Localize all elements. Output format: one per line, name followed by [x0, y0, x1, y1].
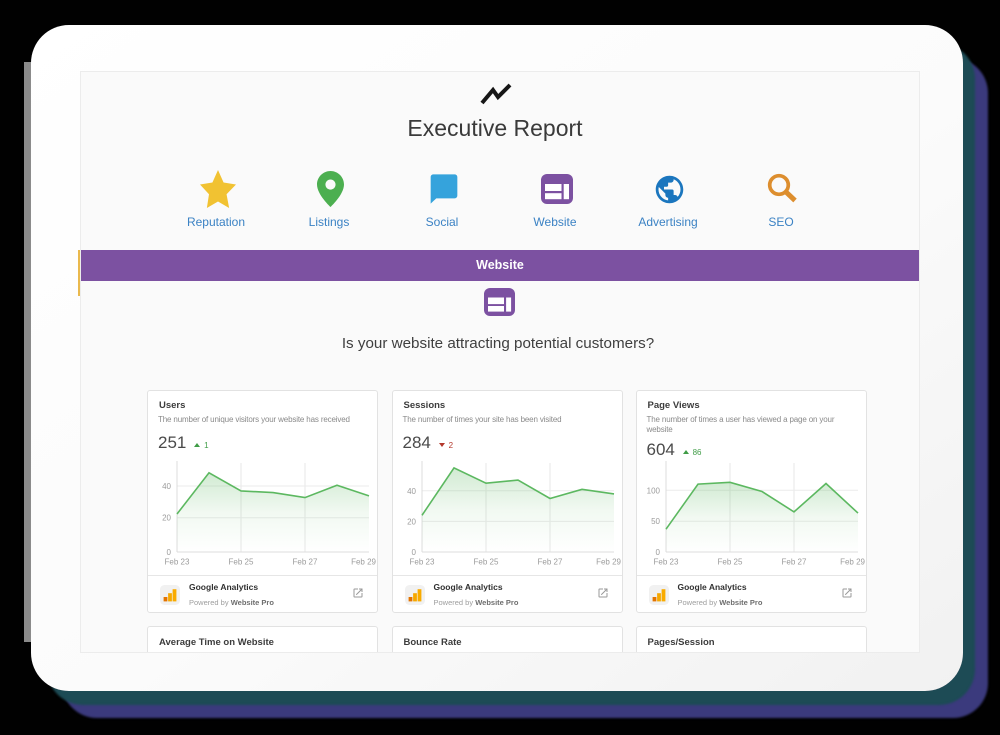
svg-text:Feb 25: Feb 25: [473, 558, 498, 567]
svg-text:40: 40: [162, 482, 171, 491]
svg-text:Feb 23: Feb 23: [409, 558, 434, 567]
svg-text:Feb 29: Feb 29: [840, 558, 865, 567]
svg-text:Feb 23: Feb 23: [653, 558, 678, 567]
svg-text:Feb 23: Feb 23: [165, 558, 190, 567]
svg-text:100: 100: [646, 486, 660, 495]
svg-text:0: 0: [167, 548, 172, 557]
svg-text:Feb 27: Feb 27: [781, 558, 806, 567]
svg-text:0: 0: [411, 548, 416, 557]
svg-text:Feb 29: Feb 29: [596, 558, 621, 567]
svg-text:Feb 25: Feb 25: [717, 558, 742, 567]
svg-text:40: 40: [407, 487, 416, 496]
svg-text:Feb 27: Feb 27: [537, 558, 562, 567]
svg-text:20: 20: [407, 517, 416, 526]
svg-text:Feb 29: Feb 29: [351, 558, 376, 567]
svg-text:Feb 27: Feb 27: [293, 558, 318, 567]
svg-text:20: 20: [162, 514, 171, 523]
svg-text:0: 0: [655, 548, 660, 557]
svg-text:50: 50: [651, 517, 660, 526]
svg-text:Feb 25: Feb 25: [229, 558, 254, 567]
